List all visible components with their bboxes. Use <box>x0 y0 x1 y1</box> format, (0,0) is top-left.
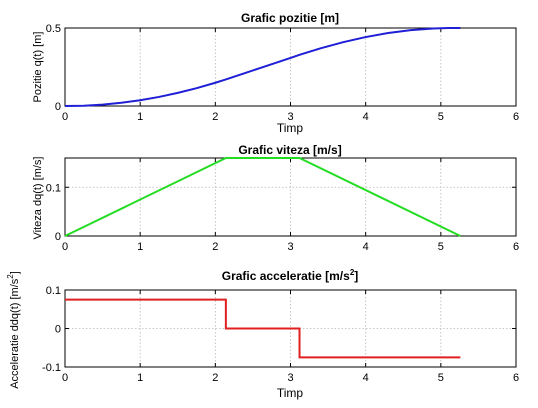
velocity-chart: Grafic viteza [m/s] Viteza dq(t) [m/s] 0… <box>32 143 519 253</box>
position-xtick-label: 5 <box>438 111 444 123</box>
acceleration-ylabel-main: Acceleratie ddq(t) [m/s <box>9 278 21 389</box>
velocity-chart-title: Grafic viteza [m/s] <box>238 143 341 157</box>
velocity-xtick-label: 1 <box>137 241 143 253</box>
position-plot-area <box>64 27 517 107</box>
position-xtick-label: 0 <box>62 111 68 123</box>
acceleration-title-main: Grafic acceleratie [m/s <box>222 269 350 283</box>
acceleration-ytick-label: -0.1 <box>42 362 61 374</box>
position-ytick-label: 0.5 <box>46 23 61 35</box>
acceleration-ylabel-sup: 2 <box>6 274 15 279</box>
acceleration-chart-xlabel: Timp <box>277 386 304 400</box>
acceleration-chart-ylabel: Acceleratie ddq(t) [m/s2] <box>6 271 21 389</box>
position-chart-ylabel: Pozitie q(t) [m] <box>32 32 44 103</box>
velocity-xtick-label: 2 <box>212 241 218 253</box>
acceleration-chart-title: Grafic acceleratie [m/s2] <box>222 268 359 283</box>
position-chart-xlabel: Timp <box>277 121 304 135</box>
position-series-line <box>64 27 461 107</box>
acceleration-title-sup: 2 <box>350 268 355 277</box>
acceleration-title-end: ] <box>354 269 358 283</box>
velocity-xtick-label: 5 <box>438 241 444 253</box>
acceleration-xtick-label: 2 <box>212 372 218 384</box>
velocity-ytick-label: 0.1 <box>46 182 61 194</box>
acceleration-plot-area <box>64 289 517 368</box>
velocity-xtick-label: 6 <box>513 241 519 253</box>
position-xtick-label: 6 <box>513 111 519 123</box>
acceleration-ytick-label: 0.1 <box>46 285 61 297</box>
acceleration-xtick-label: 0 <box>62 372 68 384</box>
velocity-chart-ylabel: Viteza dq(t) [m/s] <box>32 157 44 240</box>
position-xtick-label: 2 <box>212 111 218 123</box>
position-xtick-label: 3 <box>287 111 293 123</box>
acceleration-chart: Grafic acceleratie [m/s2] Acceleratie dd… <box>6 268 519 400</box>
velocity-plot-area <box>64 157 517 237</box>
acceleration-xtick-label: 6 <box>513 372 519 384</box>
velocity-xtick-label: 4 <box>363 241 369 253</box>
acceleration-xtick-label: 1 <box>137 372 143 384</box>
acceleration-xtick-label: 5 <box>438 372 444 384</box>
velocity-xtick-label: 3 <box>287 241 293 253</box>
acceleration-ytick-label: 0 <box>55 324 61 336</box>
acceleration-xtick-label: 3 <box>287 372 293 384</box>
position-chart-title: Grafic pozitie [m] <box>241 11 339 25</box>
acceleration-ylabel-end: ] <box>9 271 21 274</box>
acceleration-series-line <box>65 298 461 359</box>
velocity-xtick-label: 0 <box>62 241 68 253</box>
position-ytick-label: 0 <box>55 101 61 113</box>
position-chart: Grafic pozitie [m] Pozitie q(t) [m] Timp… <box>32 11 519 135</box>
acceleration-xtick-label: 4 <box>363 372 369 384</box>
velocity-ytick-label: 0 <box>55 231 61 243</box>
velocity-series-line <box>64 157 461 237</box>
position-xtick-label: 1 <box>137 111 143 123</box>
position-xtick-label: 4 <box>363 111 369 123</box>
